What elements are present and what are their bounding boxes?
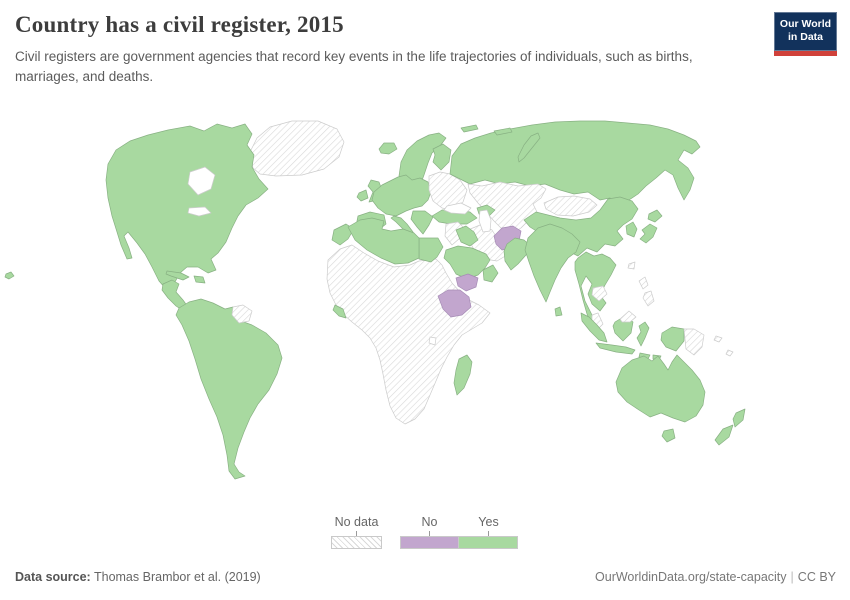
legend-label-no: No (421, 515, 438, 529)
data-source-line: Data source: Thomas Brambor et al. (2019… (15, 570, 261, 584)
data-source-label: Data source: (15, 570, 91, 584)
legend-item-no: No (400, 515, 459, 549)
region-greenland[interactable] (249, 120, 345, 177)
region-pakistan[interactable] (503, 237, 532, 271)
lake-victoria (428, 336, 437, 346)
region-ethiopia[interactable] (437, 289, 472, 318)
data-source-value: Thomas Brambor et al. (2019) (93, 570, 261, 584)
region-philippines[interactable] (638, 276, 655, 307)
region-saudi-arabia[interactable] (443, 245, 491, 280)
region-morocco[interactable] (331, 223, 355, 246)
owid-logo-box: Our World in Data (774, 12, 837, 52)
region-taiwan[interactable] (627, 261, 636, 270)
legend-label-no-data: No data (334, 515, 379, 529)
world-map-svg (4, 120, 746, 480)
legend-tick (488, 531, 489, 536)
footer-separator: | (790, 570, 794, 584)
region-algeria-libya[interactable] (347, 217, 420, 265)
region-novaya-zemlya[interactable] (517, 132, 541, 163)
owid-logo-line1: Our World (779, 18, 832, 30)
region-egypt[interactable] (418, 237, 444, 263)
region-liberia[interactable] (332, 304, 347, 319)
legend-swatch-yes[interactable] (459, 536, 518, 549)
region-hawaii[interactable] (4, 271, 15, 280)
legend-tick (429, 531, 430, 536)
region-cambodia[interactable] (591, 285, 608, 302)
region-sulawesi[interactable] (636, 321, 650, 347)
region-north-borneo[interactable] (619, 310, 637, 323)
region-korea[interactable] (625, 221, 638, 238)
world-map (0, 112, 850, 512)
region-sri-lanka[interactable] (554, 306, 563, 317)
region-yemen[interactable] (455, 273, 479, 292)
region-tasmania[interactable] (661, 428, 676, 443)
region-pacific-islands[interactable] (713, 335, 734, 357)
owid-logo-line2: in Data (787, 31, 823, 44)
region-india[interactable] (524, 223, 581, 303)
legend-swatch-no-data[interactable] (331, 536, 382, 549)
chart-subtitle: Civil registers are government agencies … (15, 49, 693, 84)
great-lakes (187, 206, 212, 217)
region-eastern-europe[interactable] (428, 171, 468, 211)
region-japan[interactable] (639, 209, 663, 244)
region-ireland[interactable] (356, 189, 369, 202)
legend-tick (356, 531, 357, 536)
legend-label-yes: Yes (478, 515, 499, 529)
chart-footer: Data source: Thomas Brambor et al. (2019… (15, 570, 836, 584)
legend-item-yes: Yes (459, 515, 518, 549)
region-finland[interactable] (432, 143, 452, 171)
region-new-zealand[interactable] (714, 408, 746, 446)
footer-rights: OurWorldinData.org/state-capacity | CC BY (595, 570, 836, 584)
region-oman[interactable] (482, 264, 499, 283)
hudson-bay (187, 166, 216, 196)
region-west-new-guinea[interactable] (660, 326, 685, 352)
region-iraq[interactable] (455, 225, 479, 247)
map-legend: No data No Yes (331, 515, 518, 549)
region-madagascar[interactable] (453, 354, 473, 396)
region-balkans[interactable] (410, 210, 434, 235)
region-north-america[interactable] (105, 123, 269, 290)
region-australia[interactable] (615, 354, 706, 423)
chart-title: Country has a civil register, 2015 (15, 12, 344, 37)
region-south-america[interactable] (175, 298, 283, 480)
license-link[interactable]: CC BY (797, 570, 836, 584)
region-sumatra[interactable] (580, 312, 608, 343)
legend-item-no-data: No data (331, 515, 382, 549)
region-papua-new-guinea[interactable] (683, 328, 705, 356)
region-russia[interactable] (449, 120, 701, 205)
owid-logo-red-stripe (774, 51, 837, 57)
region-cuba[interactable] (165, 270, 190, 281)
region-guianas[interactable] (231, 304, 253, 324)
region-hispaniola[interactable] (193, 275, 206, 284)
region-mongolia[interactable] (543, 195, 598, 217)
owid-logo: Our World in Data (774, 12, 837, 57)
black-sea (443, 202, 472, 215)
owid-url-link[interactable]: OurWorldinData.org/state-capacity (595, 570, 787, 584)
region-iceland[interactable] (378, 142, 398, 155)
region-arctic-islands[interactable] (460, 124, 513, 136)
chart-header: Country has a civil register, 2015 Civil… (15, 12, 755, 86)
region-java[interactable] (595, 342, 636, 355)
legend-swatch-no[interactable] (400, 536, 459, 549)
caspian-sea (478, 209, 492, 233)
region-western-europe[interactable] (371, 174, 432, 217)
